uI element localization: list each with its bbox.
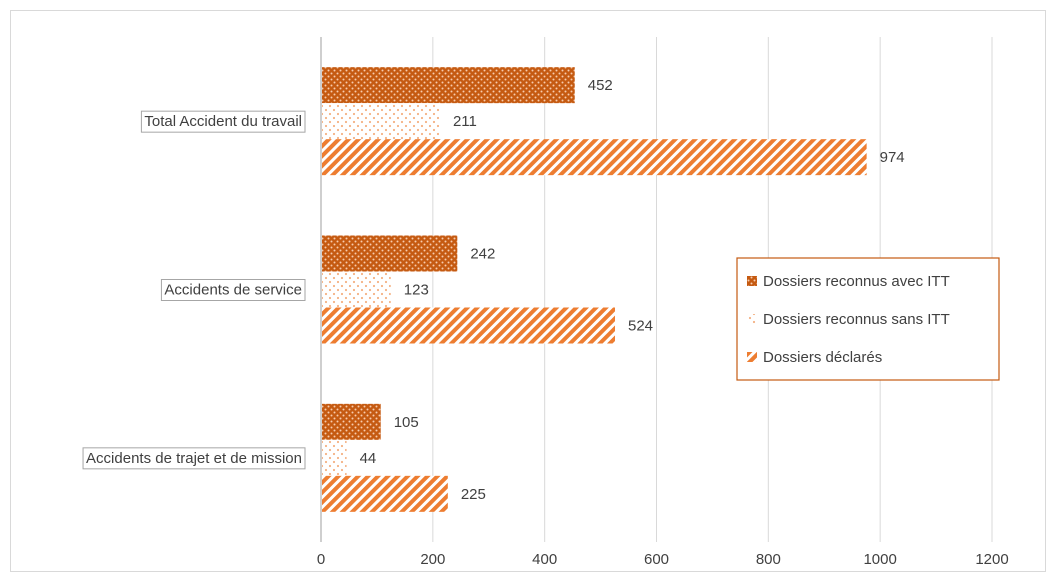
data-label: 524 <box>628 318 653 335</box>
x-tick-label: 200 <box>420 551 445 568</box>
bar <box>322 235 458 272</box>
legend-swatch <box>747 314 757 324</box>
category-label-box <box>140 110 306 133</box>
bar <box>322 271 391 308</box>
legend-entry: Dossiers déclarés <box>763 349 882 366</box>
data-label: 211 <box>453 113 477 130</box>
legend-swatch <box>747 276 757 286</box>
data-label: 225 <box>461 486 486 503</box>
data-label: 123 <box>404 282 429 299</box>
bar <box>322 139 867 176</box>
bar <box>322 439 347 476</box>
category-label-box <box>82 447 306 470</box>
bar <box>322 307 616 344</box>
x-tick-label: 1000 <box>863 551 896 568</box>
bar <box>322 403 381 440</box>
x-tick-label: 1200 <box>975 551 1008 568</box>
legend-entry: Dossiers reconnus avec ITT <box>763 273 950 290</box>
category-label: Total Accident du travail <box>144 113 302 130</box>
data-label: 452 <box>588 77 613 94</box>
legend-entry: Dossiers reconnus sans ITT <box>763 311 950 328</box>
category-label: Accidents de service <box>164 282 302 299</box>
category-label-box <box>160 279 306 301</box>
legend-box <box>736 257 1000 381</box>
bar <box>322 475 448 512</box>
bar <box>322 67 575 104</box>
labels: 0 200 400 600 800 1000 1200 105 44 225 Accidents d… <box>82 77 1009 568</box>
x-tick-label: 800 <box>756 551 781 568</box>
data-label: 105 <box>394 414 419 431</box>
data-label: 242 <box>470 246 495 263</box>
legend-swatch <box>747 352 757 362</box>
x-tick-label: 600 <box>644 551 669 568</box>
bars <box>322 67 867 512</box>
x-tick-label: 0 <box>317 551 325 568</box>
legend: Dossiers reconnus avec ITT Dossiers recon… <box>736 257 1000 381</box>
x-tick-label: 400 <box>532 551 557 568</box>
category-label: Accidents de trajet et de mission <box>86 450 302 467</box>
bar <box>322 103 440 140</box>
data-label: 44 <box>360 450 377 467</box>
data-label: 974 <box>880 149 905 166</box>
